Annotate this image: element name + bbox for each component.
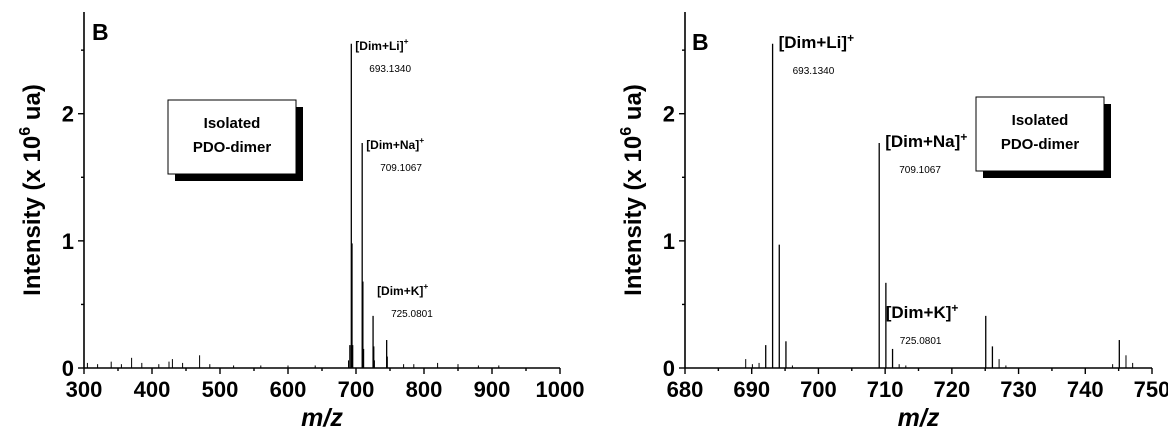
x-tick-label: 300	[66, 377, 103, 402]
y-tick-label: 1	[62, 229, 74, 254]
spectrum-chart-zoomed: 680 690 700 710 720 730 740 750 0 1 2 m/z Intensity …	[618, 12, 1168, 432]
legend-box-text: Isolated	[1012, 112, 1069, 129]
y-tick-label: 0	[663, 356, 675, 381]
x-tick-label: 700	[800, 377, 837, 402]
peak-annotation-mz: 693.1340	[793, 66, 835, 77]
x-tick-label: 680	[667, 377, 704, 402]
peak-annotation-mz: 709.1067	[899, 165, 941, 176]
peak-annotation-mz: 709.1067	[380, 163, 422, 174]
y-tick-label: 2	[62, 102, 74, 127]
spectrum-panel-zoomed: 680 690 700 710 720 730 740 750 0 1 2 m/z Intensity …	[584, 0, 1168, 437]
spectrum-chart-full-range: 300 400 500 600 700 800 900 1000 0 1 2 m/z Intensity…	[17, 12, 584, 432]
x-tick-label: 400	[134, 377, 171, 402]
x-tick-label: 800	[406, 377, 443, 402]
y-tick-label: 1	[663, 229, 675, 254]
x-axis-title: m/z	[898, 404, 940, 432]
y-axis-title: Intensity (x 106 ua)	[618, 84, 647, 296]
peak-annotation-mz: 725.0801	[391, 309, 433, 320]
legend-box-text: Isolated	[204, 115, 261, 132]
x-tick-label: 690	[733, 377, 770, 402]
legend-box	[975, 96, 1105, 172]
legend-box	[167, 99, 297, 175]
peak-annotation-label: [Dim+Na]+	[366, 135, 424, 152]
legend-box-text: PDO-dimer	[1001, 136, 1080, 153]
y-axis-title: Intensity (x 106 ua)	[17, 84, 46, 296]
x-tick-label: 700	[338, 377, 375, 402]
x-tick-label: 600	[270, 377, 307, 402]
panel-letter: B	[692, 29, 709, 55]
x-tick-label: 730	[1000, 377, 1037, 402]
panel-letter: B	[92, 19, 109, 45]
peak-annotation-label: [Dim+K]+	[377, 281, 428, 298]
spectrum-panel-full-range: 300 400 500 600 700 800 900 1000 0 1 2 m/z Intensity…	[17, 12, 584, 432]
x-tick-label: 740	[1067, 377, 1104, 402]
x-tick-label: 750	[1134, 377, 1168, 402]
peak-annotation-mz: 725.0801	[900, 336, 942, 347]
x-axis-title: m/z	[301, 404, 343, 432]
x-tick-label: 1000	[536, 377, 584, 402]
peak-annotation-label: [Dim+Li]+	[355, 36, 408, 53]
peak-annotation-mz: 693.1340	[369, 64, 411, 75]
peak-annotation-label: [Dim+Na]+	[885, 130, 967, 151]
y-tick-label: 2	[663, 102, 675, 127]
peak-annotation-label: [Dim+K]+	[886, 301, 959, 322]
peak-annotation-label: [Dim+Li]+	[779, 31, 854, 52]
x-tick-label: 900	[474, 377, 511, 402]
x-tick-label: 500	[202, 377, 239, 402]
x-tick-label: 710	[867, 377, 904, 402]
legend-box-text: PDO-dimer	[193, 139, 272, 156]
y-tick-label: 0	[62, 356, 74, 381]
x-tick-label: 720	[933, 377, 970, 402]
